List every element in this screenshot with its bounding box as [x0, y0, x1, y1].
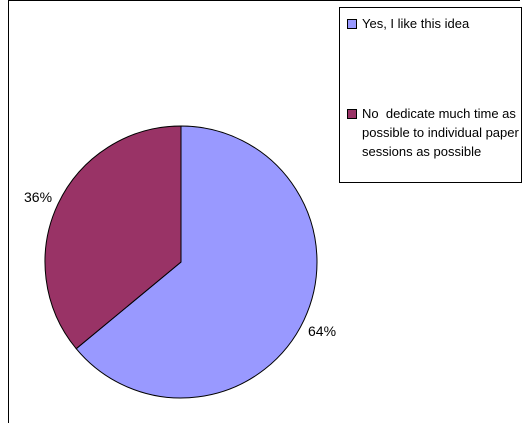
- legend: Yes, I like this idea No dedicate much t…: [339, 7, 522, 183]
- legend-label-no: No dedicate much time as possible to ind…: [362, 106, 519, 159]
- pie-label-no: 36%: [24, 189, 52, 205]
- legend-swatch-yes: [347, 19, 357, 29]
- legend-item-yes: Yes, I like this idea: [347, 14, 522, 33]
- legend-label-yes: Yes, I like this idea: [362, 16, 470, 31]
- pie-slice-yes: [75, 125, 318, 399]
- chart-area: [8, 0, 520, 423]
- pie-label-yes: 64%: [308, 323, 336, 339]
- legend-item-no: No dedicate much time as possible to ind…: [347, 104, 522, 161]
- legend-swatch-no: [347, 109, 357, 119]
- pie-slice-no: [44, 125, 182, 350]
